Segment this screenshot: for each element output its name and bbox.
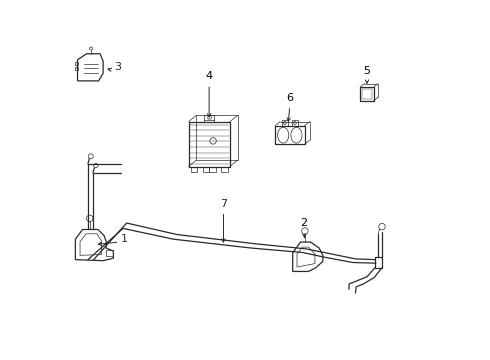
Text: 1: 1: [122, 234, 128, 244]
Text: 6: 6: [286, 93, 294, 103]
Bar: [221, 167, 228, 172]
Bar: [75, 62, 78, 65]
Bar: [204, 114, 214, 120]
Text: 2: 2: [300, 219, 308, 228]
Bar: [75, 67, 78, 70]
Bar: [362, 89, 372, 99]
Bar: [375, 257, 382, 268]
Bar: [209, 167, 216, 172]
Text: 5: 5: [364, 66, 370, 76]
Bar: [360, 87, 374, 101]
Bar: [191, 167, 197, 172]
Bar: [106, 249, 113, 256]
Text: 7: 7: [220, 199, 227, 209]
Bar: [292, 120, 298, 126]
Text: 4: 4: [206, 71, 213, 81]
Bar: [202, 167, 209, 172]
Bar: [282, 120, 288, 126]
Text: 3: 3: [114, 62, 121, 72]
